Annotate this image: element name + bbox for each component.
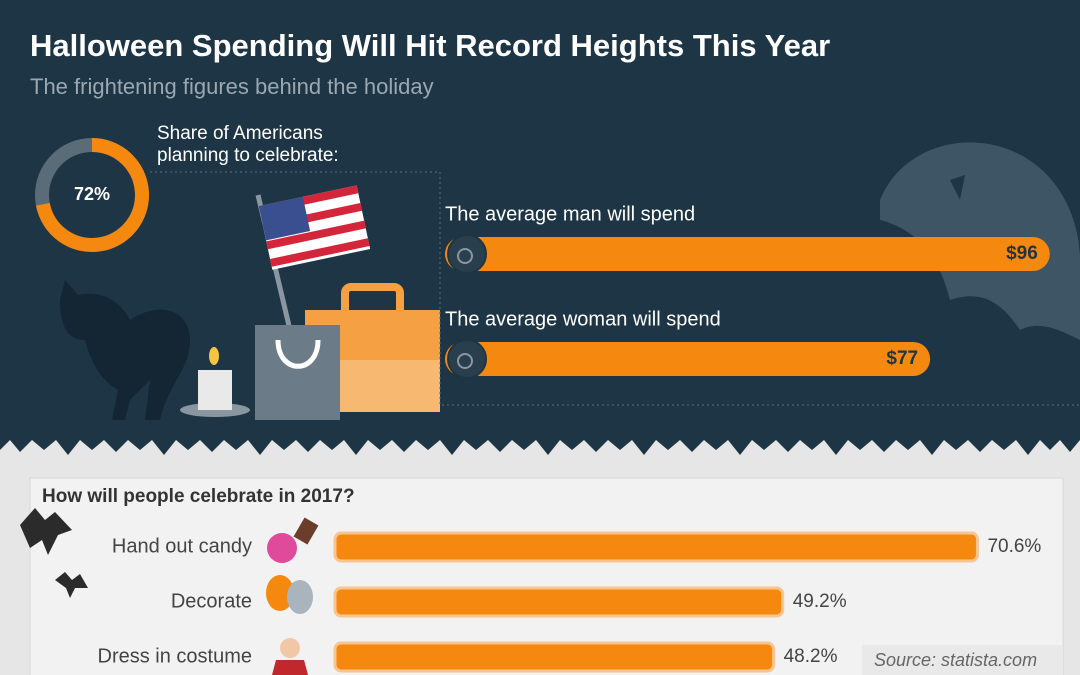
panel-title: How will people celebrate in 2017? bbox=[42, 486, 355, 507]
cat-illustration bbox=[60, 280, 190, 420]
dotted-guide bbox=[150, 171, 1080, 406]
subtitle: The frightening figures behind the holid… bbox=[30, 74, 434, 99]
bar bbox=[333, 641, 776, 673]
bar bbox=[445, 237, 1050, 271]
gender-icon bbox=[447, 234, 487, 274]
costume-icon bbox=[272, 660, 308, 675]
value-label: 49.2% bbox=[793, 591, 847, 612]
candy-icon bbox=[267, 533, 297, 563]
source-box bbox=[862, 645, 1063, 675]
bar bbox=[333, 586, 785, 618]
gray-bag bbox=[255, 325, 340, 420]
value-label: 70.6% bbox=[987, 536, 1041, 557]
costume-icon bbox=[280, 638, 300, 658]
category-label: Decorate bbox=[171, 590, 252, 612]
candle-flame bbox=[209, 347, 219, 365]
bar bbox=[333, 531, 979, 563]
balloon-icon bbox=[287, 580, 313, 614]
donut-arc bbox=[36, 138, 149, 252]
source: Source: statista.com bbox=[874, 650, 1037, 670]
title: Halloween Spending Will Hit Record Heigh… bbox=[30, 28, 830, 63]
candy-icon bbox=[293, 517, 319, 545]
value-label: $77 bbox=[886, 348, 918, 369]
gender-symbol bbox=[457, 353, 473, 369]
donut-title: Share of Americans planning to celebrate: bbox=[157, 123, 339, 166]
category-label: Dress in costume bbox=[98, 645, 253, 667]
donut-label: 72% bbox=[74, 184, 110, 204]
ghost-eye bbox=[950, 175, 965, 200]
balloon-icon bbox=[266, 575, 294, 611]
flag-canton bbox=[258, 196, 311, 241]
category-label: The average man will spend bbox=[445, 203, 695, 225]
category-label: Hand out candy bbox=[112, 535, 252, 557]
bat-illustration bbox=[20, 508, 72, 555]
category-label: The average woman will spend bbox=[445, 308, 721, 330]
gender-symbol bbox=[457, 248, 473, 264]
flag-stripe bbox=[266, 220, 366, 250]
gray-bag-handle bbox=[275, 339, 321, 369]
flag-stripe bbox=[270, 238, 370, 267]
bat-illustration bbox=[55, 572, 88, 598]
value-label: 48.2% bbox=[784, 646, 838, 667]
gender-icon bbox=[447, 339, 487, 379]
flag-illustration bbox=[258, 185, 371, 270]
value-label: $96 bbox=[1006, 243, 1038, 264]
candle bbox=[198, 370, 232, 410]
bar bbox=[445, 342, 931, 376]
